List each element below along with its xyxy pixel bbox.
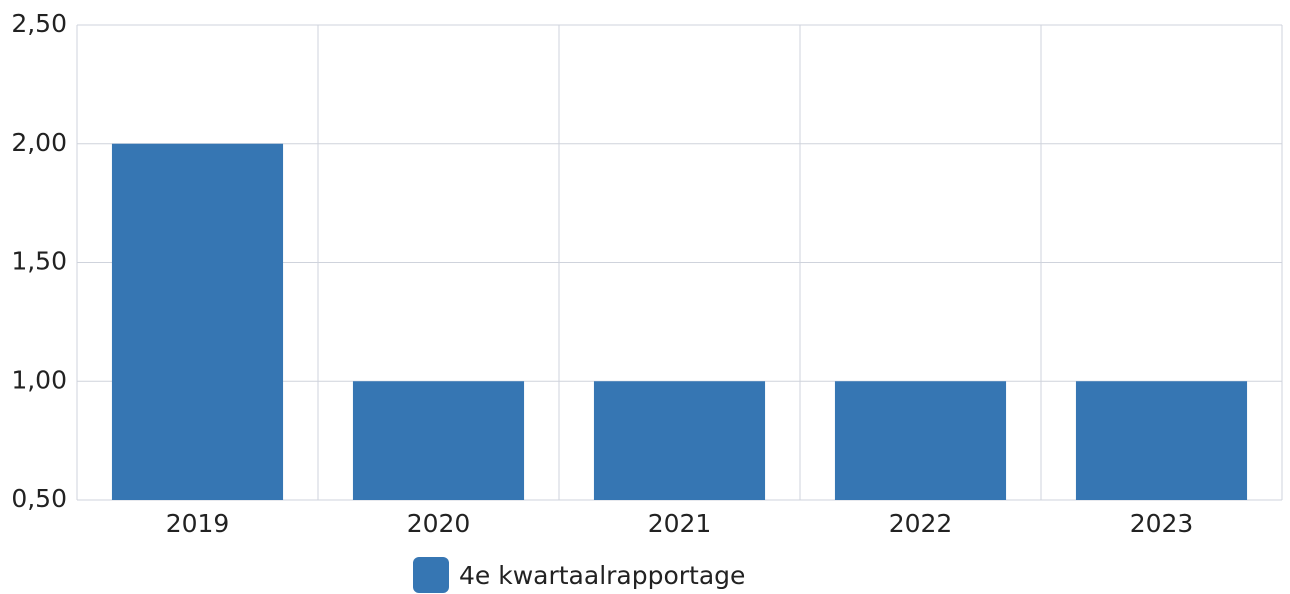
x-tick-label: 2022 <box>889 509 953 538</box>
bar <box>593 381 766 500</box>
x-tick-label: 2019 <box>166 509 230 538</box>
bar <box>111 143 284 500</box>
legend-label: 4e kwartaalrapportage <box>459 561 745 590</box>
y-tick-label: 1,00 <box>11 365 67 394</box>
bar <box>1075 381 1248 500</box>
x-tick-label: 2023 <box>1130 509 1194 538</box>
y-tick-label: 2,00 <box>11 128 67 157</box>
x-tick-label: 2020 <box>407 509 471 538</box>
legend-swatch <box>413 557 449 593</box>
bar <box>352 381 525 500</box>
x-tick-label: 2021 <box>648 509 712 538</box>
y-tick-label: 2,50 <box>11 9 67 38</box>
y-tick-label: 0,50 <box>11 484 67 513</box>
bar <box>834 381 1007 500</box>
y-tick-label: 1,50 <box>11 247 67 276</box>
